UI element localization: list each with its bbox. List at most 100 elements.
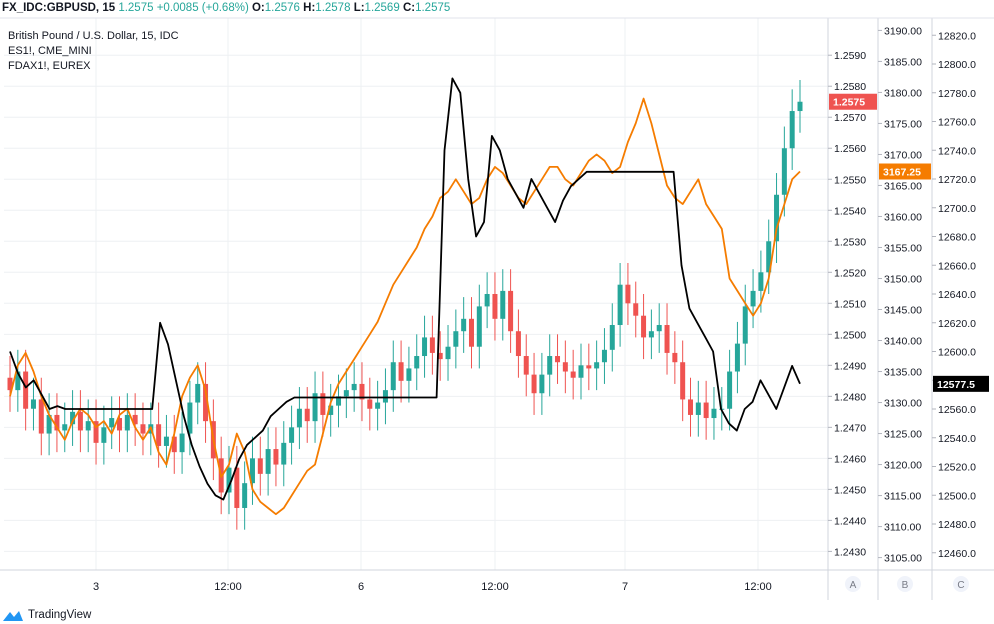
axis-tick-label: 12560.0 (938, 404, 976, 416)
last-value-label: 3167.25 (883, 167, 921, 179)
candle-body (15, 371, 21, 391)
candle-body (320, 393, 326, 415)
candle-body (390, 362, 396, 391)
candle-body (171, 436, 177, 453)
axis-tick-label: 12460.0 (938, 548, 976, 560)
axis-tick-label: 1.2440 (834, 515, 866, 527)
candle-body (672, 352, 678, 363)
axis-scale-button (897, 576, 913, 592)
candle-body (429, 337, 435, 353)
candle-body (750, 290, 756, 307)
axis-tick-label: 3180.00 (884, 87, 922, 99)
candle-body (703, 402, 709, 419)
candle-body (555, 356, 561, 363)
axis-tick-label: 12800.0 (938, 59, 976, 71)
candle-body (179, 433, 185, 453)
axis-tick-label: 12700.0 (938, 203, 976, 215)
last-value-badge (829, 93, 877, 110)
candle-body (758, 272, 764, 291)
candle-body (359, 383, 365, 400)
axis-tick-label: 3150.00 (884, 273, 922, 285)
legend-gbpusd[interactable]: British Pound / U.S. Dollar, 15, IDC (8, 30, 179, 42)
last-value-badge (933, 375, 989, 392)
legend-fdax[interactable]: FDAX1!, EUREX (8, 60, 91, 72)
candle-body (547, 356, 553, 375)
time-tick-label: 7 (622, 581, 628, 593)
candle-body (625, 284, 631, 304)
candle-body (711, 408, 717, 419)
axis-tick-label: 12660.0 (938, 260, 976, 272)
axis-tick-label: 3155.00 (884, 242, 922, 254)
candle-body (46, 414, 52, 434)
last-value-label: 1.2575 (833, 97, 865, 109)
candle-body (242, 483, 248, 508)
high-label: H: (303, 2, 316, 14)
candle-body (648, 331, 654, 338)
candle-body (453, 331, 459, 347)
axis-tick-label: 3105.00 (884, 553, 922, 565)
candle-body (195, 383, 201, 403)
axis-tick-label: 1.2490 (834, 360, 866, 372)
low-label: L: (353, 2, 365, 14)
candle-body (93, 421, 99, 443)
candle-body (633, 303, 639, 316)
candle-body (609, 325, 615, 350)
candle-body (617, 284, 623, 326)
axis-tick-label: 12640.0 (938, 289, 976, 301)
axis-tick-label: 1.2510 (834, 298, 866, 310)
candle-body (774, 194, 780, 242)
candle-body (77, 411, 83, 431)
candle-body (375, 402, 381, 409)
candle-body (23, 371, 29, 409)
candle-body (695, 402, 701, 415)
axis-tick-label: 3125.00 (884, 429, 922, 441)
axis-tick-label: 3115.00 (884, 491, 921, 503)
axis-tick-label: 3165.00 (884, 180, 922, 192)
candle-body (273, 449, 279, 465)
close-label: C: (402, 2, 416, 14)
axis-tick-label: 12760.0 (938, 117, 976, 129)
close-value: 1.2575 (415, 2, 451, 14)
axis-tick-label: 3120.00 (884, 460, 922, 472)
candle-body (281, 442, 287, 465)
candle-body (500, 290, 506, 319)
candle-body (109, 418, 115, 428)
candle-body (445, 346, 451, 360)
candle-body (687, 399, 693, 415)
open-value: 1.2576 (264, 2, 300, 14)
axis-tick-label: 3110.00 (884, 522, 921, 534)
axis-tick-label: 3145.00 (884, 305, 922, 317)
axis-tick-label: 12780.0 (938, 88, 976, 100)
axis-tick-label: 1.2550 (834, 174, 866, 186)
candle-body (594, 362, 600, 369)
candle-body (304, 408, 310, 422)
candle-body (641, 315, 647, 338)
candle-body (85, 421, 91, 431)
candle-body (437, 352, 443, 360)
branding[interactable]: TradingView (2, 606, 91, 624)
candle-body (38, 399, 44, 434)
axis-scale-button (845, 576, 861, 592)
candle-body (156, 424, 162, 446)
axis-tick-label: 1.2570 (834, 112, 866, 124)
high-value: 1.2578 (315, 2, 351, 14)
axis-tick-label: 1.2580 (834, 81, 866, 93)
axis-tick-label: 1.2540 (834, 205, 866, 217)
axis-tick-label: 12500.0 (938, 490, 976, 502)
price-axes: 1.2430 1.2440 1.2450 1.2460 1.2470 1.2480 1.24… (0, 17, 994, 600)
axis-scale-label: B (902, 580, 909, 591)
candle-body (680, 362, 686, 400)
candle-body (578, 365, 584, 378)
candle-body (328, 405, 334, 415)
time-tick-label: 3 (93, 581, 99, 593)
candle-body (398, 362, 404, 381)
brand-name: TradingView (28, 609, 92, 621)
legend-es[interactable]: ES1!, CME_MINI (8, 45, 92, 57)
open-label: O: (251, 2, 265, 14)
candle-body (367, 399, 373, 409)
candle-body (257, 458, 263, 474)
candle-body (797, 101, 803, 112)
candle-body (656, 325, 662, 332)
axis-tick-label: 3130.00 (884, 398, 922, 410)
